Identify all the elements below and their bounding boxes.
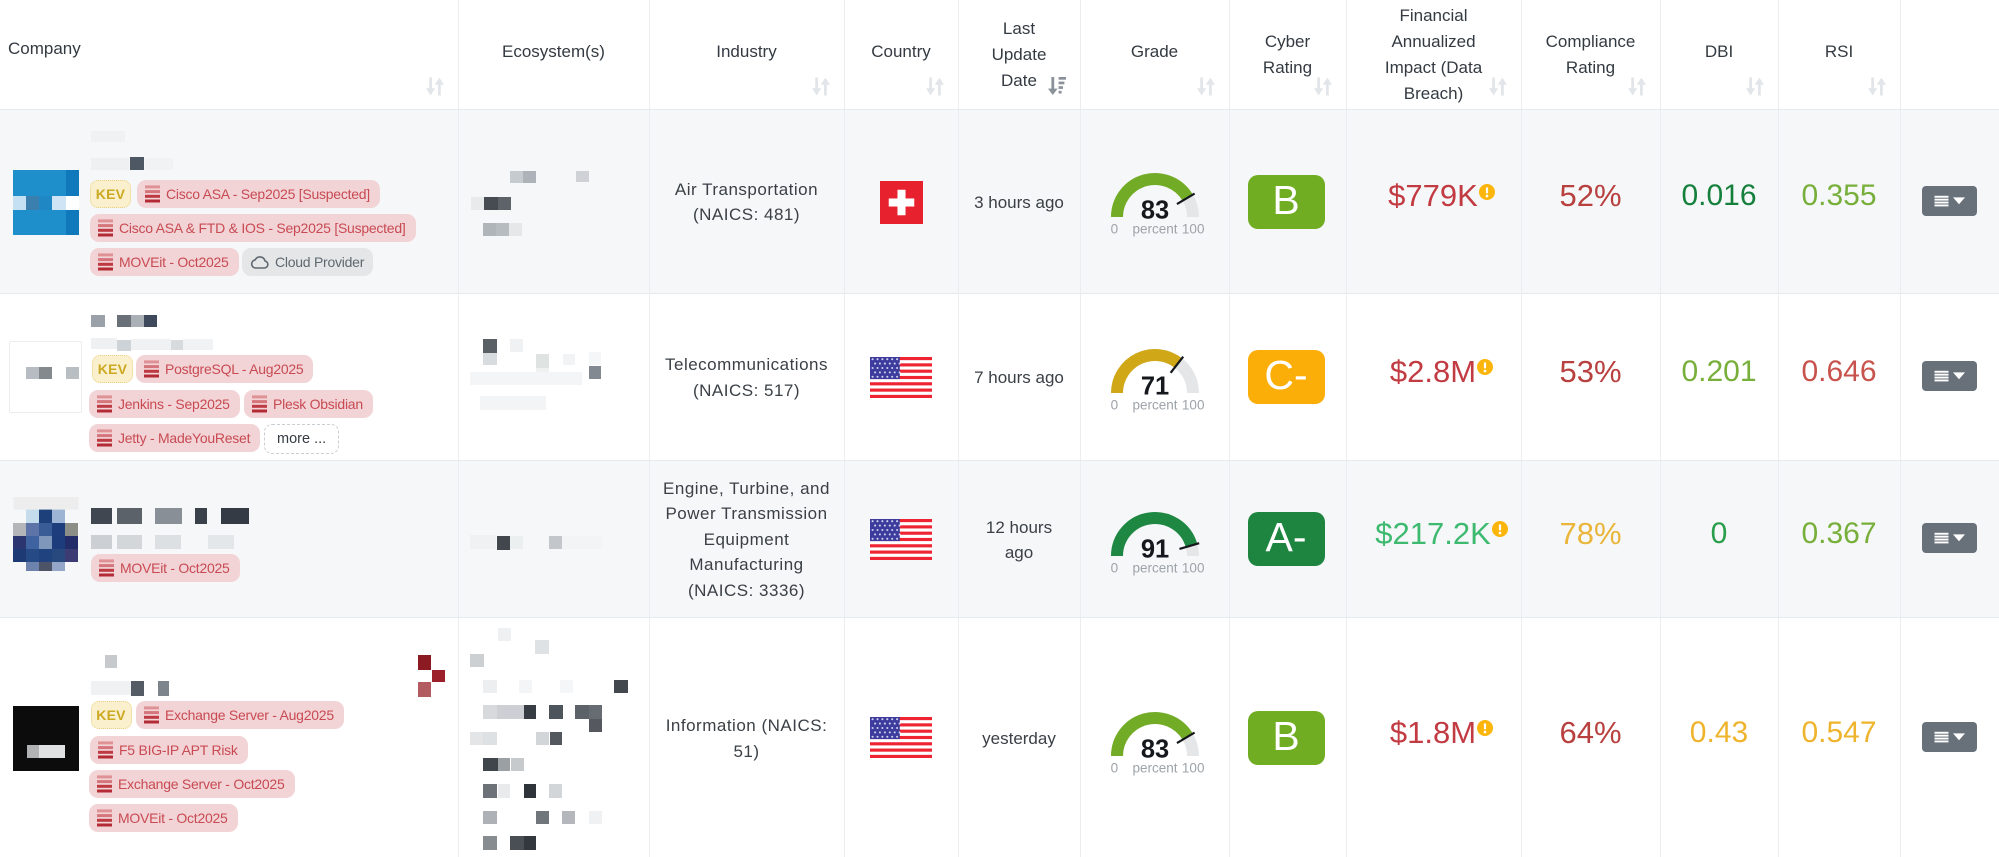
- svg-text:91: 91: [1140, 536, 1168, 564]
- svg-text:0: 0: [1110, 221, 1118, 236]
- svg-text:100: 100: [1181, 561, 1204, 576]
- svg-text:100: 100: [1181, 398, 1204, 413]
- svg-text:0: 0: [1110, 398, 1118, 413]
- svg-text:percent: percent: [1132, 760, 1177, 775]
- svg-text:83: 83: [1140, 196, 1168, 224]
- svg-text:100: 100: [1181, 221, 1204, 236]
- svg-text:100: 100: [1181, 760, 1204, 775]
- svg-text:percent: percent: [1132, 221, 1177, 236]
- svg-text:83: 83: [1140, 735, 1168, 763]
- svg-text:0: 0: [1110, 561, 1118, 576]
- svg-text:percent: percent: [1132, 398, 1177, 413]
- svg-text:percent: percent: [1132, 561, 1177, 576]
- svg-text:0: 0: [1110, 760, 1118, 775]
- svg-text:71: 71: [1140, 373, 1168, 401]
